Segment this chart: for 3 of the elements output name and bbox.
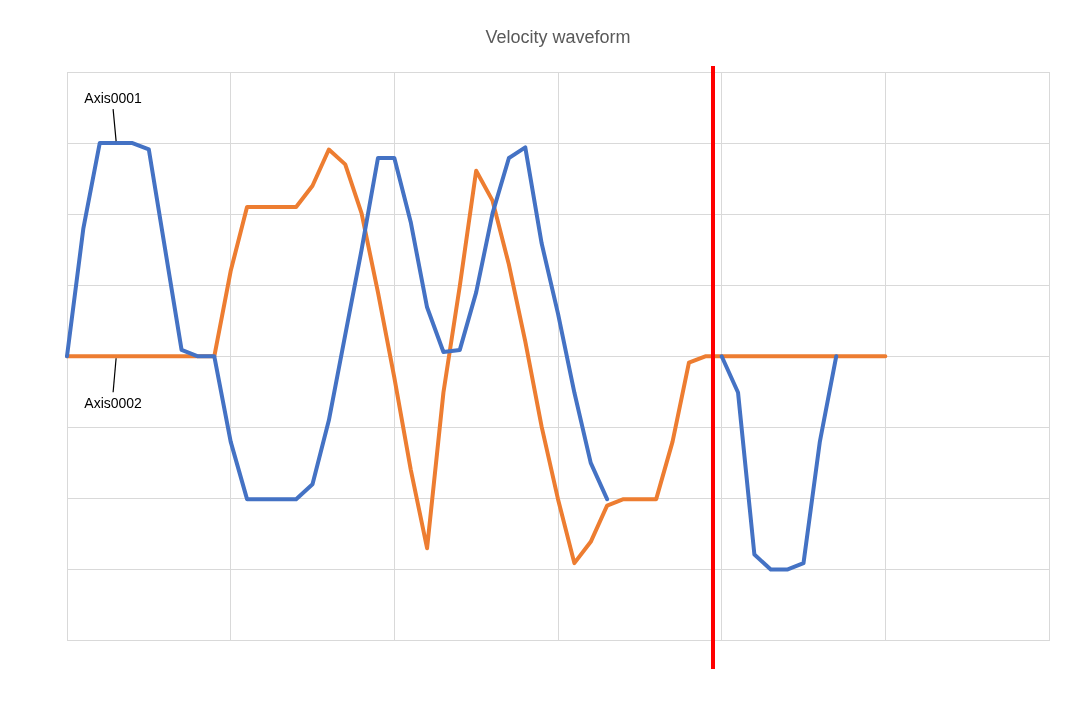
text: Axis0002 bbox=[84, 395, 143, 412]
chart-title: Velocity waveform bbox=[485, 27, 631, 47]
text: Axis0001 bbox=[84, 90, 143, 107]
